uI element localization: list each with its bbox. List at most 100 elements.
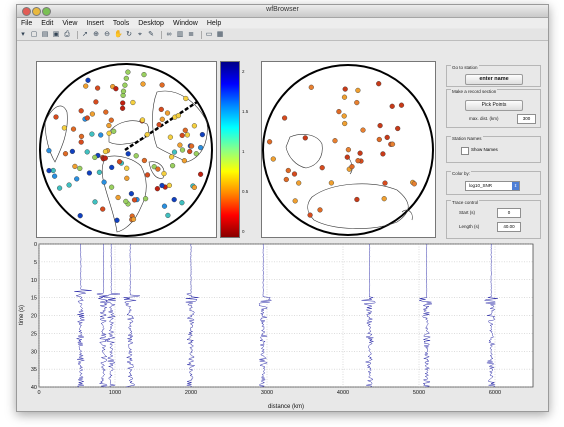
station-marker[interactable]: [130, 216, 137, 222]
station-marker[interactable]: [355, 158, 361, 164]
station-marker[interactable]: [96, 169, 103, 175]
station-marker[interactable]: [198, 171, 204, 177]
station-marker[interactable]: [141, 157, 148, 164]
station-marker[interactable]: [151, 164, 157, 170]
seismogram-trace[interactable]: [484, 243, 498, 388]
station-marker[interactable]: [119, 105, 126, 111]
station-marker[interactable]: [382, 180, 388, 186]
station-marker[interactable]: [74, 176, 80, 182]
station-marker[interactable]: [72, 163, 78, 170]
station-marker[interactable]: [181, 158, 188, 164]
station-marker[interactable]: [184, 132, 191, 138]
station-marker[interactable]: [182, 127, 188, 133]
max-dist-input[interactable]: 300: [517, 114, 536, 124]
station-marker[interactable]: [291, 171, 298, 177]
brush-icon[interactable]: ✎: [148, 30, 154, 38]
save-icon[interactable]: ▣: [52, 30, 60, 38]
station-marker[interactable]: [341, 94, 348, 100]
station-marker[interactable]: [360, 127, 366, 133]
station-marker[interactable]: [93, 99, 99, 105]
station-marker[interactable]: [140, 81, 146, 87]
new-figure-icon[interactable]: ▢: [30, 30, 38, 38]
show-names-checkbox[interactable]: [461, 147, 469, 155]
station-marker[interactable]: [319, 165, 325, 171]
station-marker[interactable]: [84, 115, 90, 121]
station-marker[interactable]: [165, 212, 171, 219]
station-marker[interactable]: [266, 139, 273, 145]
seismogram-trace[interactable]: [258, 243, 272, 388]
station-marker[interactable]: [144, 172, 151, 178]
station-marker[interactable]: [336, 108, 342, 115]
station-marker[interactable]: [92, 199, 98, 205]
station-marker[interactable]: [101, 179, 107, 185]
station-marker[interactable]: [125, 69, 131, 75]
menu-tools[interactable]: Tools: [112, 20, 130, 27]
color-by-select[interactable]: log10_SNR ⇕: [465, 181, 520, 191]
station-marker[interactable]: [108, 184, 115, 190]
station-marker[interactable]: [70, 126, 77, 132]
station-marker[interactable]: [349, 163, 355, 170]
station-marker[interactable]: [179, 132, 185, 139]
station-marker[interactable]: [113, 86, 119, 92]
station-marker[interactable]: [128, 191, 135, 197]
station-marker[interactable]: [282, 115, 288, 121]
station-marker[interactable]: [100, 206, 106, 212]
select-arrow-icon[interactable]: ➚: [82, 30, 88, 38]
seismogram-trace[interactable]: [96, 243, 109, 388]
seismogram-trace[interactable]: [123, 243, 140, 388]
hide-tools-icon[interactable]: ▭: [205, 30, 213, 38]
station-marker[interactable]: [307, 212, 313, 218]
station-marker[interactable]: [328, 180, 335, 186]
station-marker[interactable]: [78, 108, 84, 114]
station-marker[interactable]: [283, 176, 289, 183]
station-marker[interactable]: [164, 110, 171, 116]
station-marker[interactable]: [171, 149, 178, 155]
station-marker[interactable]: [92, 154, 98, 161]
station-marker[interactable]: [120, 88, 127, 94]
station-marker[interactable]: [98, 132, 104, 138]
show-tools-icon[interactable]: ▦: [216, 30, 224, 38]
station-marker[interactable]: [411, 181, 417, 187]
station-marker[interactable]: [317, 207, 323, 213]
station-marker[interactable]: [355, 87, 361, 94]
station-marker[interactable]: [332, 138, 338, 144]
maximize-window-button[interactable]: [42, 7, 51, 16]
station-marker[interactable]: [123, 198, 129, 205]
station-marker[interactable]: [89, 111, 96, 117]
station-marker[interactable]: [354, 99, 360, 106]
menu-edit[interactable]: Edit: [41, 20, 54, 27]
station-marker[interactable]: [357, 150, 363, 156]
station-marker[interactable]: [89, 131, 95, 137]
station-marker[interactable]: [62, 151, 69, 157]
station-marker[interactable]: [198, 144, 204, 151]
station-name-input[interactable]: enter name: [465, 74, 523, 85]
station-marker[interactable]: [193, 151, 199, 157]
station-marker[interactable]: [109, 164, 115, 171]
close-window-button[interactable]: [22, 7, 31, 16]
pick-points-button[interactable]: Pick Points: [465, 100, 523, 111]
station-marker[interactable]: [57, 185, 63, 191]
station-marker[interactable]: [167, 134, 174, 140]
station-marker[interactable]: [342, 120, 348, 127]
record-section-plot[interactable]: 0 1000 2000 3000 4000 5000 6000 0 5 10 15 20 25 30 35…: [17, 241, 548, 411]
station-marker[interactable]: [156, 122, 162, 128]
station-marker[interactable]: [376, 81, 382, 87]
station-marker[interactable]: [116, 159, 123, 165]
map-left-panel[interactable]: [36, 61, 217, 238]
station-marker[interactable]: [102, 148, 109, 155]
station-marker[interactable]: [169, 154, 175, 160]
station-marker[interactable]: [69, 148, 76, 155]
colorbar-icon[interactable]: ▥: [176, 30, 184, 38]
station-marker[interactable]: [161, 203, 168, 209]
station-marker[interactable]: [114, 217, 120, 223]
open-icon[interactable]: ▤: [41, 30, 49, 38]
station-marker[interactable]: [141, 72, 147, 78]
station-marker[interactable]: [302, 135, 308, 141]
arrow-dropdown-icon[interactable]: ▾: [21, 30, 25, 38]
station-marker[interactable]: [78, 133, 85, 140]
station-marker[interactable]: [159, 182, 165, 189]
length-input[interactable]: 40.00: [497, 222, 521, 232]
station-marker[interactable]: [106, 130, 112, 136]
station-marker[interactable]: [341, 113, 347, 119]
station-marker[interactable]: [124, 175, 130, 181]
